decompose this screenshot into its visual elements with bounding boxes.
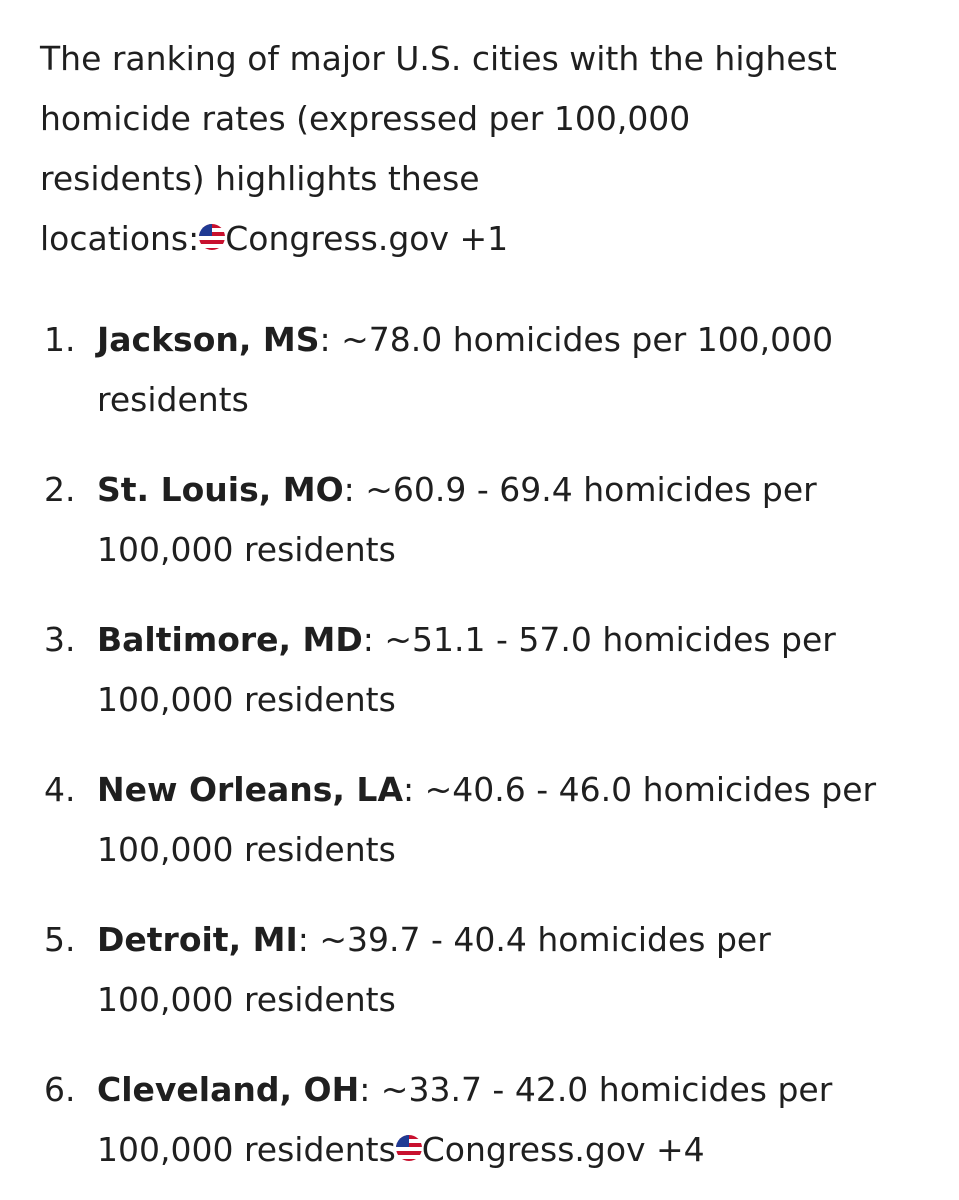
rate-text: : ~51.1 - 57.0 homicides per <box>362 620 836 659</box>
list-marker: 1. <box>44 320 76 359</box>
list-marker: 3. <box>44 620 76 659</box>
list-line: Baltimore, MD: ~51.1 - 57.0 homicides pe… <box>97 618 836 662</box>
rate-text: 100,000 residents <box>97 1130 396 1169</box>
intro-line: residents) highlights these <box>40 157 480 201</box>
source-label: Congress.gov +1 <box>225 219 509 258</box>
list-line: 100,000 residents <box>97 678 396 722</box>
list-marker: 5. <box>44 920 76 959</box>
rate-text: : ~40.6 - 46.0 homicides per <box>403 770 877 809</box>
rate-text: : ~78.0 homicides per 100,000 <box>319 320 834 359</box>
source-label: Congress.gov +4 <box>421 1130 705 1169</box>
intro-text: locations: <box>40 219 200 258</box>
list-line: 100,000 residents <box>97 978 396 1022</box>
rate-text: 100,000 residents <box>97 530 396 569</box>
city-name: New Orleans, LA <box>97 770 403 809</box>
rate-text: : ~39.7 - 40.4 homicides per <box>297 920 771 959</box>
flag-icon <box>395 1130 422 1169</box>
city-name: St. Louis, MO <box>97 470 344 509</box>
list-marker: 4. <box>44 770 76 809</box>
list-line: Jackson, MS: ~78.0 homicides per 100,000 <box>97 318 833 362</box>
list-line: St. Louis, MO: ~60.9 - 69.4 homicides pe… <box>97 468 817 512</box>
rate-text: 100,000 residents <box>97 980 396 1019</box>
list-line: 100,000 residents Congress.gov +4 <box>97 1128 705 1172</box>
rate-text: residents <box>97 380 249 419</box>
city-name: Baltimore, MD <box>97 620 363 659</box>
source-chip[interactable]: Congress.gov +1 <box>199 219 508 258</box>
rate-text: 100,000 residents <box>97 830 396 869</box>
list-marker: 2. <box>44 470 76 509</box>
city-name: Detroit, MI <box>97 920 298 959</box>
list-line: 100,000 residents <box>97 528 396 572</box>
intro-text: The ranking of major U.S. cities with th… <box>40 39 837 78</box>
intro-line: locations: Congress.gov +1 <box>40 217 508 261</box>
intro-text: residents) highlights these <box>40 159 480 198</box>
list-line: residents <box>97 378 249 422</box>
source-chip[interactable]: Congress.gov +4 <box>395 1130 705 1169</box>
intro-text: homicide rates (expressed per 100,000 <box>40 99 691 138</box>
city-name: Cleveland, OH <box>97 1070 360 1109</box>
intro-line: homicide rates (expressed per 100,000 <box>40 97 690 141</box>
rate-text: : ~60.9 - 69.4 homicides per <box>343 470 817 509</box>
list-line: Cleveland, OH: ~33.7 - 42.0 homicides pe… <box>97 1068 832 1112</box>
list-line: New Orleans, LA: ~40.6 - 46.0 homicides … <box>97 768 876 812</box>
flag-icon <box>199 219 226 258</box>
intro-line: The ranking of major U.S. cities with th… <box>40 37 837 81</box>
rate-text: : ~33.7 - 42.0 homicides per <box>359 1070 833 1109</box>
list-line: 100,000 residents <box>97 828 396 872</box>
list-line: Detroit, MI: ~39.7 - 40.4 homicides per <box>97 918 771 962</box>
rate-text: 100,000 residents <box>97 680 396 719</box>
list-marker: 6. <box>44 1070 76 1109</box>
city-name: Jackson, MS <box>97 320 320 359</box>
